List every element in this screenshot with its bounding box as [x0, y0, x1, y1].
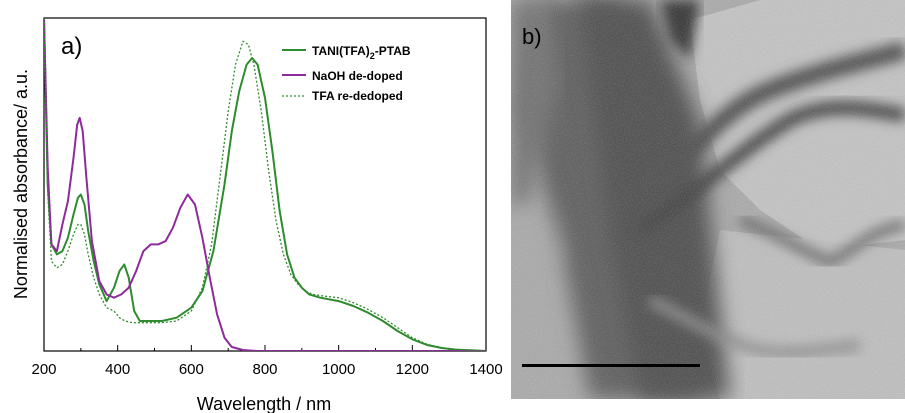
scale-bar [522, 364, 700, 367]
x-axis-label: Wavelength / nm [197, 394, 331, 413]
x-tick-label: 600 [179, 361, 204, 378]
series-layer [44, 18, 486, 351]
x-tick-label: 1400 [469, 361, 502, 378]
series-line-naoh-de-doped [44, 18, 486, 351]
legend-label-tfa: TFA re-dedoped [312, 89, 403, 103]
x-tick-label: 1200 [396, 361, 429, 378]
series-line-tfa-re-dedoped [44, 18, 486, 351]
panel-b-label: b) [522, 24, 542, 49]
plot-frame [43, 17, 487, 352]
legend-label-tani-sub: 2 [370, 51, 375, 61]
legend-label-tani: TANI(TFA)2-PTAB [312, 44, 411, 61]
legend-item-naoh: NaOH de-doped [282, 69, 403, 83]
series-line-tani-tfa2-ptab [44, 18, 486, 351]
y-axis-label: Normalised absorbance/ a.u. [11, 69, 31, 299]
legend-label-tani-main: TANI(TFA) [312, 44, 370, 58]
legend: TANI(TFA)2-PTAB NaOH de-doped TFA re-ded… [282, 44, 411, 103]
x-tick-label: 400 [105, 361, 130, 378]
x-tick-label: 200 [31, 361, 56, 378]
legend-label-naoh: NaOH de-doped [312, 69, 403, 83]
legend-label-tani-tail: -PTAB [375, 44, 411, 58]
absorbance-chart: 200 400 600 800 1000 1200 1400 a) Wavelength /… [11, 17, 503, 413]
x-tick-label: 800 [252, 361, 277, 378]
panel-a-label: a) [61, 33, 82, 60]
legend-item-tfa: TFA re-dedoped [282, 89, 403, 103]
tem-micrograph [511, 0, 905, 399]
x-tick-label: 1000 [322, 361, 355, 378]
legend-item-tani: TANI(TFA)2-PTAB [282, 44, 411, 61]
x-axis-ticks: 200 400 600 800 1000 1200 1400 [31, 345, 503, 378]
